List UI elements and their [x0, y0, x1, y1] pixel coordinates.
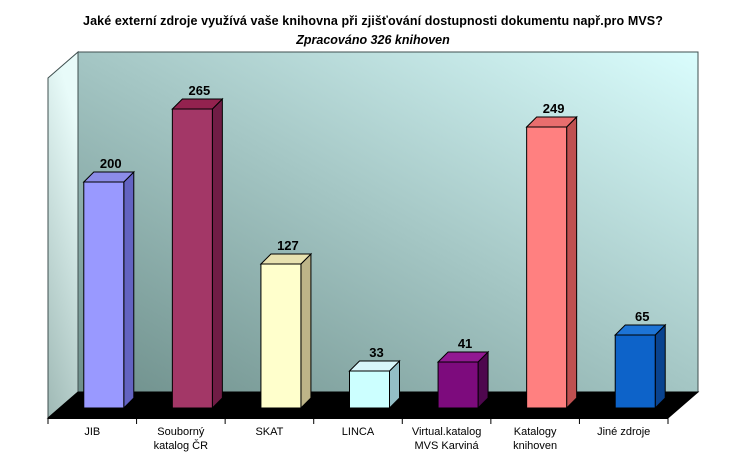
x-axis-label-jine-zdroje: Jiné zdroje — [597, 426, 650, 438]
bar-value-label-jine-zdroje: 65 — [635, 309, 649, 324]
bar-jine-zdroje — [614, 334, 656, 409]
x-axis-label-jib: JIB — [84, 426, 100, 438]
bar-virtual-katalog-mvs-karvina — [437, 361, 479, 409]
bar-value-label-jib: 200 — [100, 156, 122, 171]
bar-linca — [349, 370, 390, 409]
bar-skat — [260, 263, 302, 409]
bar-katalogy-knihoven — [526, 126, 568, 409]
chart-title: Jaké externí zdroje využívá vaše knihovn… — [83, 14, 663, 28]
bar-side-souborny-katalog-cr — [211, 97, 223, 410]
bar-side-katalogy-knihoven — [566, 115, 578, 410]
bar-souborny-katalog-cr — [171, 108, 213, 409]
bar-value-label-katalogy-knihoven: 249 — [543, 101, 565, 116]
bar-side-jine-zdroje — [654, 323, 666, 410]
x-axis-label-linca: LINCA — [342, 426, 375, 438]
x-axis-label-katalogy-knihoven: Katalogy knihoven — [513, 426, 557, 452]
x-axis-label-souborny-katalog-cr: Souborný katalog ČR — [154, 426, 208, 452]
bar-value-label-virtual-katalog-mvs-karvina: 41 — [458, 336, 472, 351]
chart-side-wall — [47, 50, 79, 420]
bar-value-label-linca: 33 — [369, 345, 383, 360]
x-axis-label-virtual-katalog-mvs-karvina: Virtual.katalog MVS Karviná — [412, 426, 482, 452]
chart-subtitle: Zpracováno 326 knihoven — [296, 33, 450, 47]
bar-value-label-souborny-katalog-cr: 265 — [189, 83, 211, 98]
bar-side-skat — [300, 252, 312, 410]
chart-back-wall — [77, 51, 699, 393]
bar-jib — [83, 181, 125, 409]
x-axis-label-skat: SKAT — [255, 426, 283, 438]
bar-value-label-skat: 127 — [277, 238, 299, 253]
bar-side-jib — [123, 170, 135, 410]
